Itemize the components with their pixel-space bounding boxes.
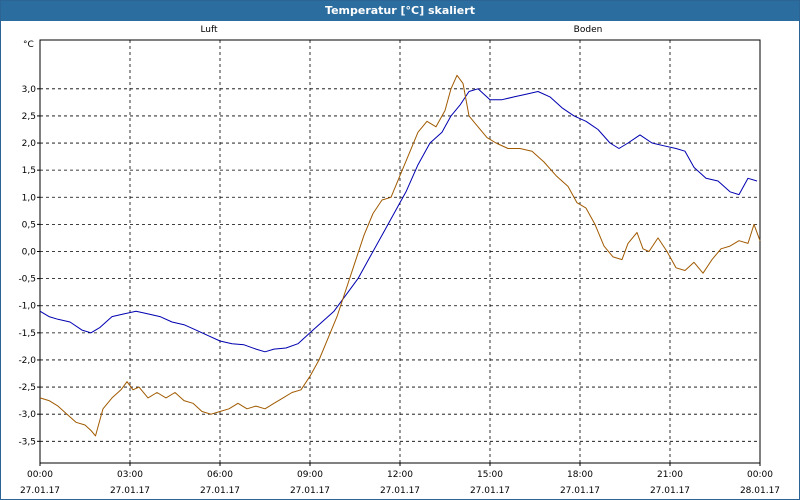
x-tick-time: 21:00 [657, 470, 683, 480]
y-tick-label: 1,5 [22, 166, 36, 176]
x-tick-date: 27.01.17 [290, 486, 330, 496]
x-tick-date: 27.01.17 [560, 486, 600, 496]
series-layer [39, 74, 761, 437]
x-tick-time: 15:00 [477, 470, 503, 480]
x-tick-date: 27.01.17 [650, 486, 690, 496]
y-tick-label: -3,0 [18, 410, 36, 420]
y-tick-label: -3,5 [18, 437, 36, 447]
tick-labels: 3,0 2,5 2,0 1,5 1,0 0,5 0,0 -0,5 -1,0 -1,5 -2,0 -2,… [18, 85, 780, 496]
legend-luft: Luft [200, 25, 218, 35]
grid [37, 40, 761, 466]
x-tick-time: 09:00 [297, 470, 323, 480]
x-tick-date: 27.01.17 [20, 486, 60, 496]
y-tick-label: -0,5 [18, 275, 36, 285]
series-line-boden [39, 74, 761, 437]
y-axis-label: °C [23, 40, 34, 50]
x-tick-date: 27.01.17 [110, 486, 150, 496]
x-tick-date: 28.01.17 [740, 486, 780, 496]
series-line-luft [39, 88, 758, 353]
y-tick-label: 2,0 [22, 139, 37, 149]
window-title: Temperatur [°C] skaliert [1, 1, 799, 21]
y-tick-label: 1,0 [22, 193, 37, 203]
y-tick-label: -2,5 [18, 383, 36, 393]
y-tick-label: -2,0 [18, 356, 36, 366]
x-tick-time: 06:00 [207, 470, 233, 480]
y-tick-label: 0,0 [22, 248, 37, 258]
x-tick-time: 03:00 [117, 470, 143, 480]
y-tick-label: 3,0 [22, 85, 37, 95]
y-tick-label: -1,5 [18, 329, 36, 339]
x-tick-time: 00:00 [747, 470, 773, 480]
y-tick-label: -1,0 [18, 302, 36, 312]
x-tick-date: 27.01.17 [200, 486, 240, 496]
x-tick-date: 27.01.17 [380, 486, 420, 496]
x-tick-time: 18:00 [567, 470, 593, 480]
legend-boden: Boden [574, 25, 603, 35]
y-tick-label: 0,5 [22, 220, 36, 230]
x-tick-date: 27.01.17 [470, 486, 510, 496]
x-tick-time: 12:00 [387, 470, 413, 480]
plot-frame [39, 39, 761, 464]
y-tick-label: 2,5 [22, 112, 36, 122]
x-tick-time: 00:00 [27, 470, 53, 480]
